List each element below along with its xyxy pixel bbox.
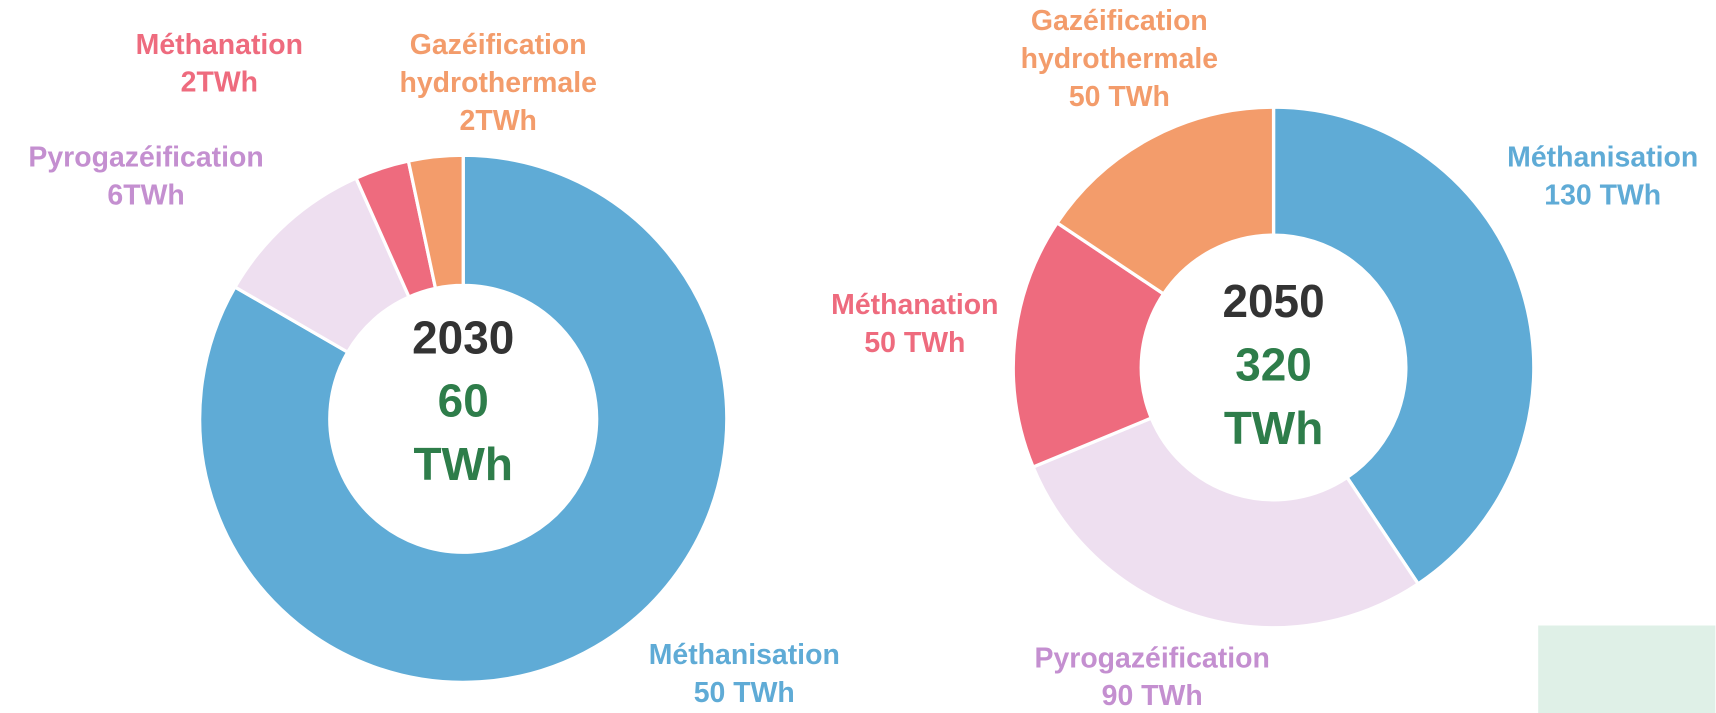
- slice: [406, 153, 465, 291]
- center-year: 2030: [412, 311, 514, 363]
- value-label: 2TWh: [460, 105, 537, 137]
- slice-label: Méthanation: [136, 28, 303, 60]
- value-label: 2TWh: [181, 67, 258, 99]
- value-label: 130 TWh: [1544, 179, 1661, 211]
- slice: [1030, 415, 1421, 630]
- value-label: 90 TWh: [1102, 680, 1203, 712]
- center-unit: TWh: [1224, 402, 1323, 454]
- slice-label: Gazéification hydrothermale: [400, 28, 597, 98]
- slice: [1271, 105, 1536, 587]
- slice-label: Pyrogazéification: [28, 141, 263, 173]
- value-label: 50 TWh: [1069, 81, 1170, 113]
- value-label: 50 TWh: [864, 327, 965, 359]
- slice-label: Méthanation: [831, 289, 998, 321]
- value-label: 50 TWh: [694, 677, 795, 709]
- slice: [1011, 220, 1166, 470]
- slice-label: Méthanisation: [649, 639, 840, 671]
- decoration: [1538, 625, 1716, 713]
- center-year: 2050: [1222, 275, 1324, 327]
- slice: [1054, 105, 1276, 297]
- slice-label: Méthanisation: [1507, 141, 1698, 173]
- center-unit: TWh: [414, 438, 513, 490]
- slice-label: Pyrogazéification: [1035, 642, 1270, 674]
- slice-label: Gazéification hydrothermale: [1021, 4, 1218, 74]
- center-total: 320: [1235, 339, 1312, 391]
- slice: [198, 153, 729, 685]
- center-total: 60: [438, 375, 489, 427]
- value-label: 6TWh: [107, 179, 184, 211]
